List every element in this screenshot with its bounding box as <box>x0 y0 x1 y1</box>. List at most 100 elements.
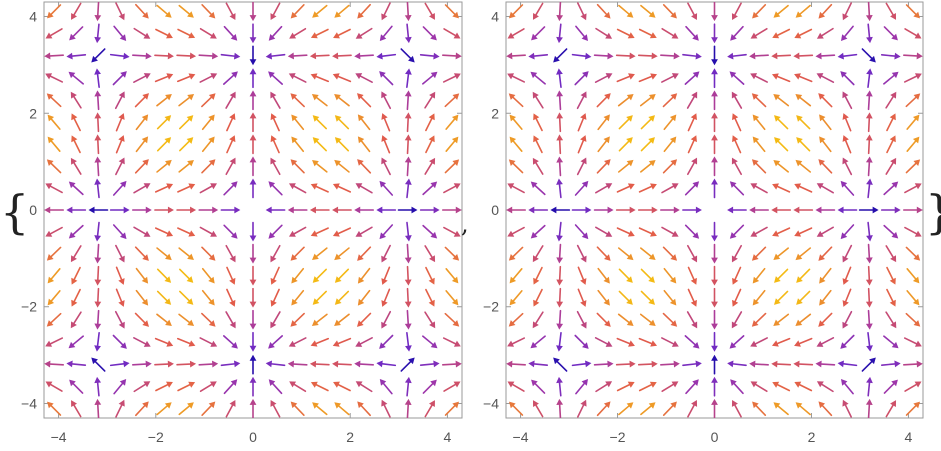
arrow-shaft <box>154 227 169 235</box>
arrow-head <box>312 11 319 18</box>
arrow-head <box>188 230 196 237</box>
vector-arrow <box>66 52 87 60</box>
arrow-head <box>580 255 587 263</box>
vector-arrow <box>334 313 350 327</box>
arrow-shaft <box>638 383 653 392</box>
vector-arrow <box>904 226 922 237</box>
vector-arrow <box>94 112 102 133</box>
arrow-shaft <box>201 162 212 174</box>
arrow-shaft <box>596 96 608 108</box>
vector-arrow <box>46 159 62 174</box>
arrow-head <box>208 93 216 100</box>
arrow-head <box>189 360 197 368</box>
vector-arrow <box>270 399 281 418</box>
vector-arrow <box>795 402 811 416</box>
arrow-shaft <box>135 267 146 280</box>
arrow-shaft <box>687 139 695 154</box>
arrow-shaft <box>115 2 123 16</box>
vector-arrow <box>865 112 873 133</box>
arrow-head <box>816 230 824 237</box>
arrow-shaft <box>271 74 283 85</box>
vector-arrow <box>381 266 391 285</box>
arrow-shaft <box>663 289 674 302</box>
arrow-shaft <box>383 266 391 281</box>
vector-arrow <box>405 68 412 89</box>
arrow-shaft <box>637 363 653 366</box>
arrow-shaft <box>225 162 234 176</box>
vector-arrow <box>441 360 462 368</box>
arrow-shaft <box>225 2 234 16</box>
vector-arrow <box>556 23 563 44</box>
arrow-head <box>771 340 779 347</box>
arrow-head <box>842 157 849 165</box>
arrow-shaft <box>595 383 608 393</box>
vector-arrow <box>94 243 102 264</box>
arrow-shaft <box>112 74 124 86</box>
arrow-shaft <box>821 27 834 37</box>
arrow-shaft <box>315 247 328 258</box>
vector-arrow <box>815 52 836 60</box>
vector-arrow <box>885 91 897 109</box>
arrow-head <box>866 235 873 242</box>
vector-arrow <box>94 287 102 308</box>
arrow-head <box>210 230 218 237</box>
arrow-head <box>532 400 539 408</box>
vector-arrow <box>576 310 587 329</box>
arrow-shaft <box>534 224 546 236</box>
arrow-head <box>711 90 718 97</box>
arrow-shaft <box>406 161 410 177</box>
arrow-head <box>750 73 758 80</box>
arrow-head <box>118 113 125 120</box>
arrow-head <box>795 402 803 409</box>
vector-arrow <box>291 289 305 306</box>
vector-arrow <box>356 312 372 327</box>
vector-arrow <box>686 157 698 176</box>
arrow-head <box>773 319 781 327</box>
vector-arrow <box>816 183 834 194</box>
vector-arrow <box>445 136 459 152</box>
vector-arrow <box>816 226 834 237</box>
arrow-head <box>429 91 436 99</box>
arrow-head <box>404 14 412 22</box>
vector-arrow <box>532 157 544 175</box>
vector-arrow <box>133 381 151 393</box>
vector-arrow <box>711 23 718 44</box>
vector-arrow <box>156 313 172 327</box>
arrow-shaft <box>272 117 280 132</box>
arrow-shaft <box>425 288 433 303</box>
arrow-head <box>187 319 195 327</box>
arrow-shaft <box>904 226 918 235</box>
arrow-shaft <box>337 363 352 366</box>
vector-arrow <box>816 73 835 83</box>
vector-arrow <box>616 28 635 39</box>
vector-arrow <box>334 247 350 261</box>
arrow-shaft <box>616 227 631 235</box>
arrow-shaft <box>558 287 562 303</box>
vector-arrow <box>508 312 524 327</box>
arrow-head <box>533 299 540 307</box>
vector-arrow <box>597 114 610 131</box>
vector-arrow <box>270 266 280 285</box>
arrow-head <box>580 113 587 120</box>
arrow-shaft <box>73 2 82 16</box>
arrow-shaft <box>662 312 674 324</box>
arrow-shaft <box>556 48 568 60</box>
arrow-head <box>774 137 781 144</box>
arrow-shaft <box>50 162 62 174</box>
arrow-head <box>865 14 873 22</box>
arrow-shaft <box>596 162 608 174</box>
arrow-shaft <box>406 139 409 155</box>
vector-arrow <box>154 360 174 368</box>
vector-arrow <box>793 360 814 368</box>
arrow-shaft <box>425 139 433 154</box>
arrow-head <box>819 114 826 122</box>
arrow-shaft <box>682 53 697 57</box>
arrow-shaft <box>443 226 457 235</box>
arrow-shaft <box>535 117 543 132</box>
vector-arrow <box>289 381 307 393</box>
arrow-shaft <box>400 48 412 60</box>
arrow-head <box>430 33 437 41</box>
arrow-shaft <box>640 162 652 173</box>
vector-arrow <box>663 267 677 284</box>
arrow-head <box>556 134 564 141</box>
